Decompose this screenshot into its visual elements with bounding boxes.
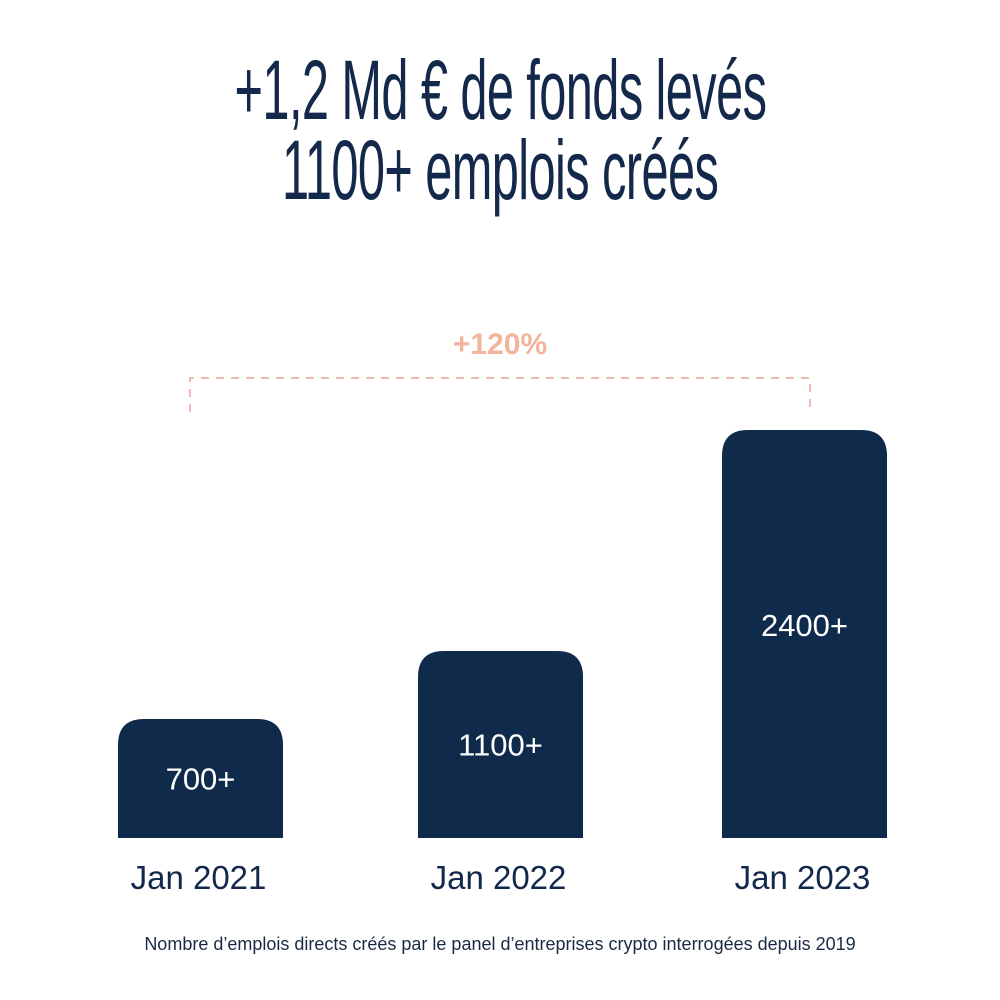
category-label: Jan 2021 bbox=[131, 859, 267, 896]
title-line-2: 1100+ emplois créés bbox=[0, 128, 1000, 212]
bar-jan-2023 bbox=[722, 430, 887, 838]
bar-value-label: 2400+ bbox=[761, 608, 848, 643]
bar-value-label: 1100+ bbox=[458, 728, 543, 763]
footnote: Nombre d’emplois directs créés par le pa… bbox=[144, 934, 856, 954]
growth-annotation: +120% bbox=[452, 328, 548, 361]
bar-jan-2021 bbox=[118, 719, 283, 838]
bar-jan-2022 bbox=[418, 651, 583, 838]
title-line-1-text: +1,2 Md € de fonds levés bbox=[234, 43, 766, 137]
bar-value-label: 700+ bbox=[166, 762, 236, 797]
title-line-1: +1,2 Md € de fonds levés bbox=[0, 48, 1000, 132]
category-label: Jan 2022 bbox=[431, 859, 567, 896]
category-label: Jan 2023 bbox=[735, 859, 871, 896]
annotation-bracket bbox=[189, 377, 811, 412]
title-line-2-text: 1100+ emplois créés bbox=[281, 123, 719, 217]
